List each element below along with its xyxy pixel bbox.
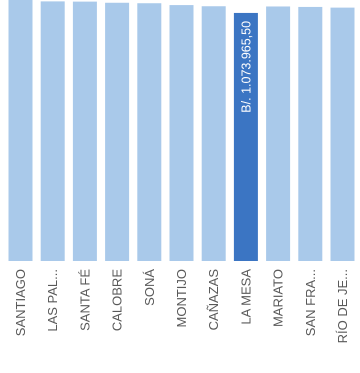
x-tick-label: SANTIAGO xyxy=(13,269,28,336)
x-axis-labels: SANTIAGO LAS PAL... SANTA FÉ CALOBRE SONÁ MON… xyxy=(13,269,350,344)
x-tick-label: MONTIJO xyxy=(174,269,189,328)
bar-4[interactable] xyxy=(137,3,162,261)
x-tick-label: SANTA FÉ xyxy=(77,269,92,331)
x-tick-label: MARIATO xyxy=(271,269,286,327)
bar-2[interactable] xyxy=(72,1,97,262)
x-tick-label: SAN FRA... xyxy=(303,269,318,336)
x-tick-label: CAÑAZAS xyxy=(206,269,221,331)
x-tick-label: RÍO DE JE... xyxy=(335,269,350,343)
bar-3[interactable] xyxy=(105,2,130,262)
bar-9[interactable] xyxy=(298,6,323,262)
highlighted-data-label: B/. 1.073.965,50 xyxy=(239,21,253,113)
x-tick-label: LA MESA xyxy=(238,269,253,325)
x-tick-label: CALOBRE xyxy=(110,269,125,331)
bars-group xyxy=(8,0,355,262)
bar-0[interactable] xyxy=(8,0,33,261)
bar-7[interactable] xyxy=(233,12,258,261)
bar-1[interactable] xyxy=(40,1,65,261)
data-labels: B/. 1.073.965,50 xyxy=(239,21,253,113)
bar-10[interactable] xyxy=(330,7,355,262)
x-tick-label: LAS PAL... xyxy=(45,269,60,332)
bar-6[interactable] xyxy=(201,6,226,261)
bar-5[interactable] xyxy=(169,5,194,261)
x-tick-label: SONÁ xyxy=(142,269,157,306)
bar-8[interactable] xyxy=(266,6,291,261)
